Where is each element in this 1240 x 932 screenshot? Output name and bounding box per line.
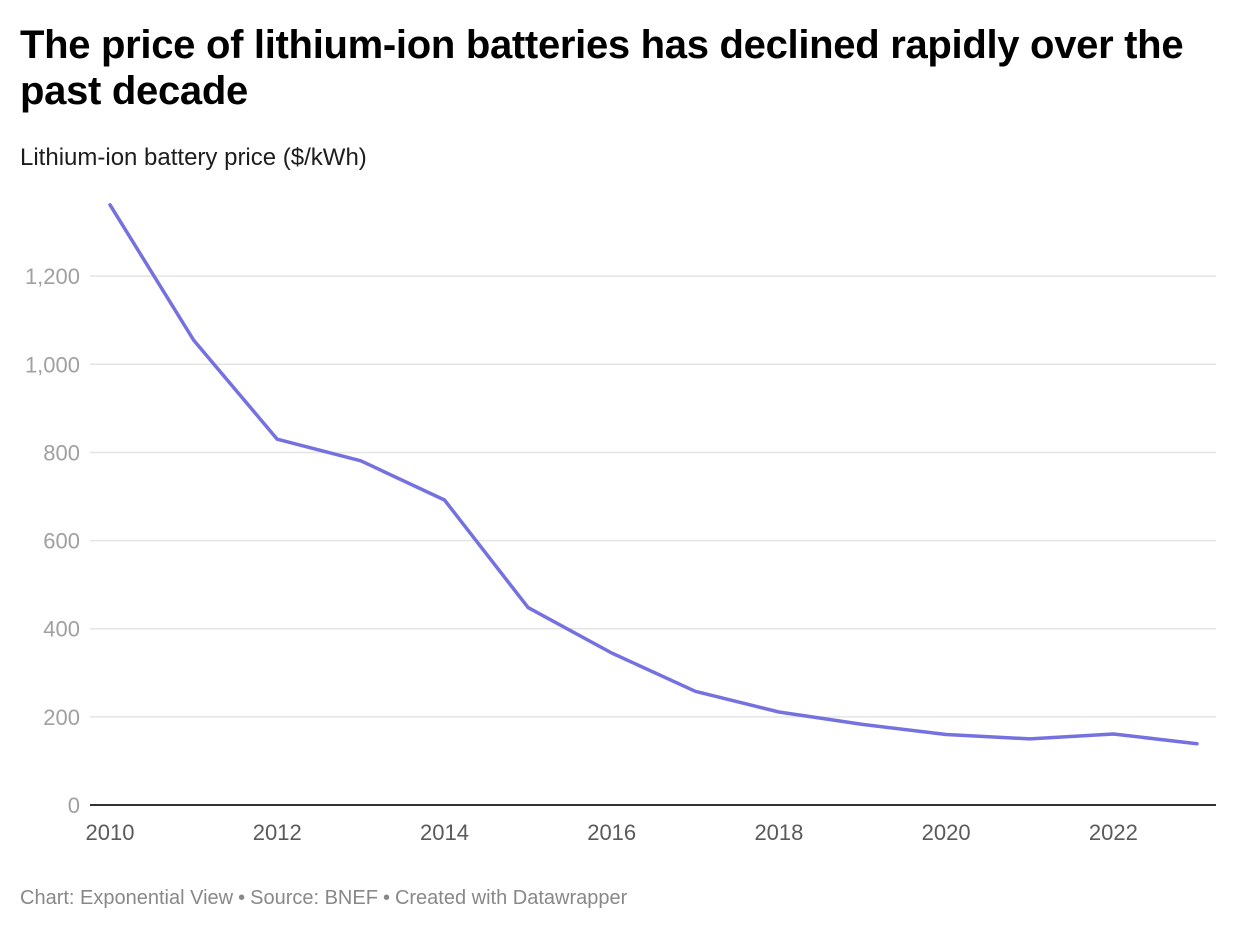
x-tick-label: 2012 (253, 820, 302, 845)
x-tick-label: 2018 (754, 820, 803, 845)
y-tick-label: 1,000 (25, 352, 80, 377)
data-point (192, 338, 196, 342)
data-point (693, 689, 697, 693)
y-tick-label: 600 (43, 529, 80, 554)
data-point (777, 710, 781, 714)
line-chart: 0 200 400 600 800 1,000 1,200 2010 2012 2014 2016… (25, 203, 1216, 845)
x-tick-label: 2010 (86, 820, 135, 845)
gridlines (90, 275, 1216, 718)
datawrapper-credit: Created with Datawrapper (394, 887, 628, 909)
data-point (526, 606, 530, 610)
data-point (1195, 742, 1199, 746)
data-point (861, 722, 865, 726)
y-tick-label: 800 (43, 440, 80, 465)
data-point (944, 732, 948, 736)
series-line (108, 203, 1199, 746)
x-axis-ticks: 2010 2012 2014 2016 2018 2020 2022 (86, 820, 1138, 845)
data-point (1111, 732, 1115, 736)
data-point (610, 651, 614, 655)
y-axis-ticks: 0 200 400 600 800 1,000 1,200 (25, 264, 80, 818)
data-point (359, 459, 363, 463)
y-tick-label: 0 (68, 793, 80, 818)
x-tick-label: 2020 (922, 820, 971, 845)
footer-separator: • (382, 887, 390, 909)
chart-credit: Chart: Exponential View (20, 887, 234, 909)
chart-subtitle: Lithium-ion battery price ($/kWh) (20, 144, 367, 171)
source-credit: Source: BNEF (250, 887, 378, 909)
footer-separator: • (238, 887, 246, 909)
data-point (275, 437, 279, 441)
x-tick-label: 2014 (420, 820, 469, 845)
series-lines (108, 203, 1199, 746)
chart-footer: Chart: Exponential View • Source: BNEF • Cre… (20, 885, 627, 911)
data-point (442, 498, 446, 502)
y-tick-label: 200 (43, 705, 80, 730)
chart-title: The price of lithium-ion batteries has d… (20, 23, 1184, 113)
y-tick-label: 400 (43, 617, 80, 642)
data-point (108, 203, 112, 207)
y-tick-label: 1,200 (25, 264, 80, 289)
data-point (1028, 737, 1032, 741)
x-tick-label: 2022 (1089, 820, 1138, 845)
x-tick-label: 2016 (587, 820, 636, 845)
